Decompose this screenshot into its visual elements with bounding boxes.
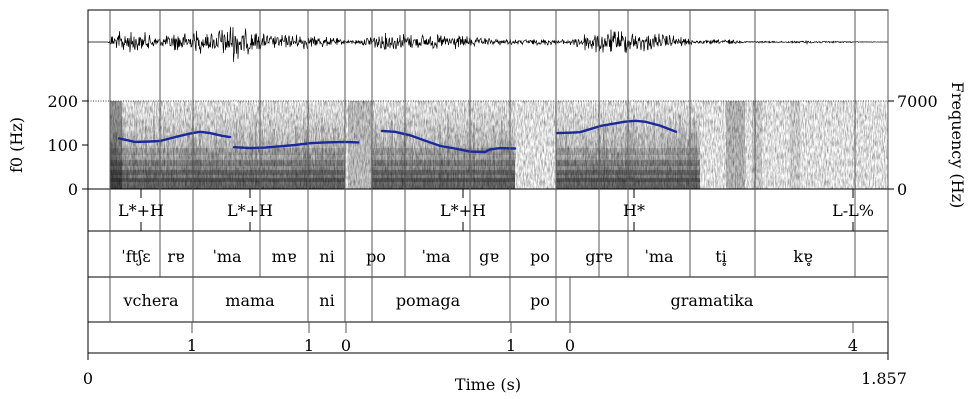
syllable-label: mɐ [272,247,297,266]
pitch-segment [555,119,678,135]
left-axis-label: f0 (Hz) [7,117,26,173]
word-label: gramatika [671,291,754,310]
syllable-label: ni [319,247,334,266]
word-label: pomaga [396,291,461,310]
left-tick-label: 200 [47,92,78,111]
fricative-noise [726,101,745,189]
time-end-label: 1.857 [861,369,907,388]
syllable-label: ˈftʃɛ [121,247,150,266]
fricative-noise [790,101,800,189]
break-label: 1 [187,336,197,355]
formant-band [372,160,515,166]
tone-label: L-L% [832,201,874,220]
syllable-label: rɐ [167,247,185,266]
left-tick-label: 0 [68,180,78,199]
fricative-noise [348,101,372,189]
fricative-noise [110,101,122,189]
time-axis: 0 1.857 Time (s) [83,353,907,394]
word-label: mama [225,291,275,310]
pitch-segment [117,130,232,144]
tone-label: L*+H [118,201,164,220]
waveform-trace [88,26,889,62]
right-tick-label: 7000 [897,92,938,111]
syllable-tier: ˈftʃɛ rɐ ˈma mɐ ni po ˈma gɐ po grɐ ˈma … [121,247,813,267]
break-label: 4 [848,336,858,355]
syllable-label: ˈma [644,247,674,266]
word-label: vchera [123,291,179,310]
tone-label: L*+H [227,201,273,220]
syllable-label: po [366,247,386,266]
syllable-label: po [530,247,550,266]
time-axis-label: Time (s) [455,375,521,394]
right-axis: 7000 0 Frequency (Hz) [888,82,967,209]
break-label: 0 [341,336,351,355]
syllable-label: gɐ [479,247,499,266]
formant-band [110,170,345,175]
formant-band [110,160,345,166]
formant-band [110,148,345,155]
voiced-region [110,101,345,189]
syllable-label: ˈma [421,247,451,266]
tone-tier: L*+H L*+H L*+H H* L-L% [118,201,874,220]
left-tick-label: 100 [47,136,78,155]
waveform [88,26,889,62]
word-tier: vchera mama ni pomaga po gramatika [123,291,754,310]
fricative-noise [752,101,762,189]
tone-label: L*+H [440,201,486,220]
syllable-label: ˈma [212,247,242,266]
formant-band [372,178,515,182]
tone-tick-marks [140,189,854,231]
break-label: 1 [506,336,516,355]
break-tier: 1 1 0 1 0 4 [187,336,858,355]
break-label: 1 [304,336,314,355]
formant-band [110,178,345,182]
word-label: ni [319,291,334,310]
left-axis: 200 100 0 f0 (Hz) [7,92,88,199]
voiced-region [372,101,515,189]
time-start-label: 0 [83,369,93,388]
boundary-lines [109,10,889,333]
syllable-label: kɐ̥ [793,247,813,267]
tone-label: H* [623,201,645,220]
formant-band [372,148,515,155]
right-axis-label: Frequency (Hz) [948,82,967,209]
right-tick-label: 0 [897,180,907,199]
spectrogram [110,101,888,189]
pitch-segment [232,140,360,150]
break-label: 0 [565,336,575,355]
word-label: po [530,291,550,310]
formant-band [372,170,515,175]
syllable-label: ti̥ [715,247,727,267]
syllable-label: grɐ [585,247,613,266]
